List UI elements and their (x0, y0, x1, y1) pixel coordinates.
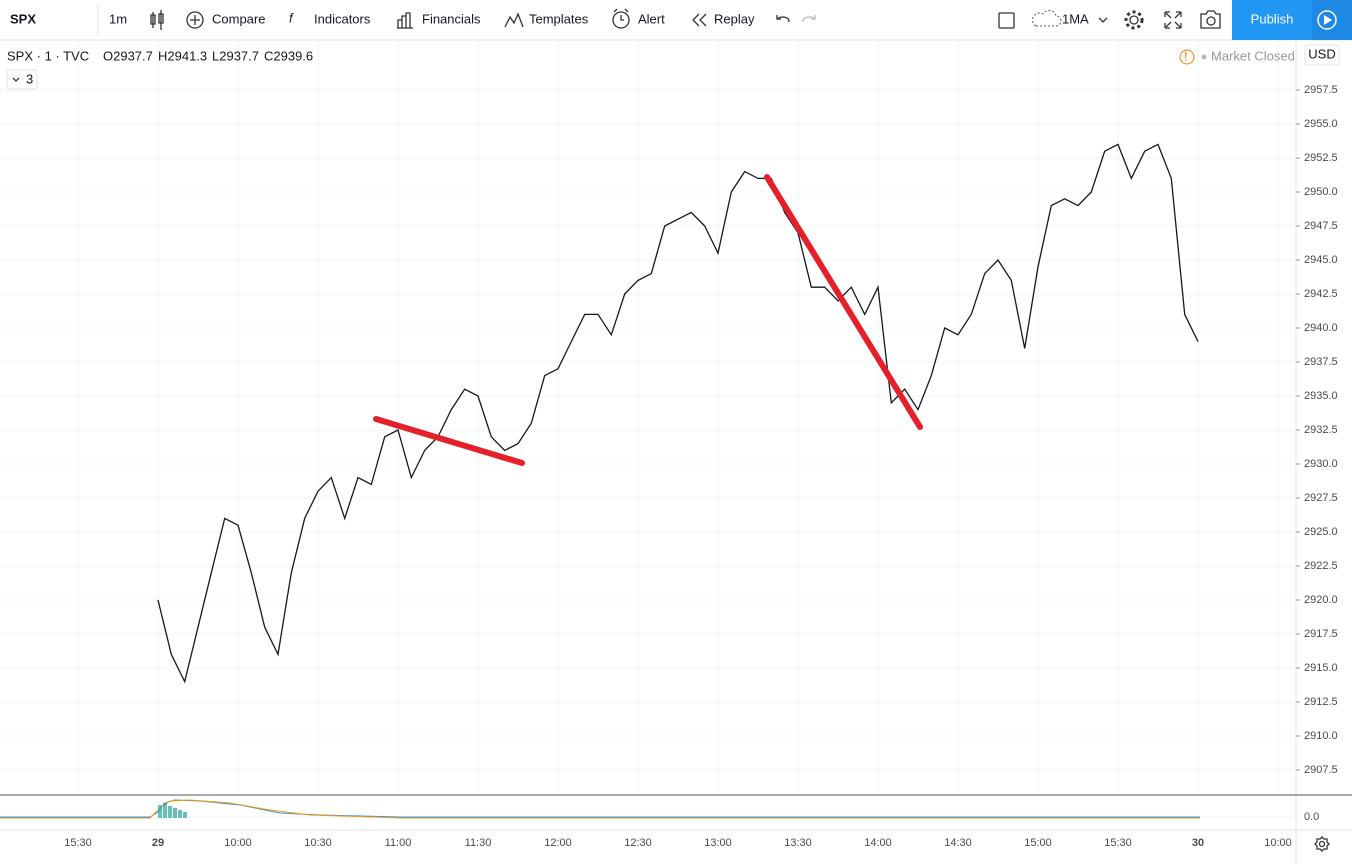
y-tick-label: 2945.0 (1304, 254, 1338, 266)
replay-icon (692, 13, 707, 27)
y-tick-label: 2915.0 (1304, 662, 1338, 674)
plot-layer (157, 143, 1199, 684)
legend-open: O2937.7 (103, 48, 153, 63)
financials-button[interactable]: Financials (422, 11, 481, 26)
y-tick-label: 2922.5 (1304, 560, 1338, 572)
alert-icon (612, 11, 630, 29)
ma-button[interactable]: 1MA (1062, 11, 1089, 26)
compare-icon[interactable] (186, 11, 204, 29)
legend-high: H2941.3 (158, 48, 207, 63)
x-tick-label: 10:00 (224, 837, 252, 849)
y-tick-label: 2907.5 (1304, 764, 1338, 776)
currency-label: USD (1308, 46, 1335, 61)
settings-gear (1124, 10, 1144, 30)
y-tick-label: 2917.5 (1304, 628, 1338, 640)
y-tick-label: 2940.0 (1304, 322, 1338, 334)
legend-symbol: SPX · 1 · TVC (7, 48, 89, 63)
price-line (157, 143, 1199, 684)
y-tick-label: 2937.5 (1304, 356, 1338, 368)
y-tick-label: 2912.5 (1304, 696, 1338, 708)
compare-icon-plus (190, 15, 200, 25)
y-tick-label: 2955.0 (1304, 118, 1338, 130)
y-tick-label: 2910.0 (1304, 730, 1338, 742)
x-tick-label: 30 (1192, 837, 1204, 849)
x-tick-label: 11:00 (385, 837, 412, 849)
market-status: Market Closed (1211, 48, 1295, 63)
x-tick-label: 29 (152, 837, 164, 849)
x-tick-label: 10:00 (1264, 837, 1292, 849)
settings-button[interactable] (1129, 15, 1139, 25)
y-tick-label: 2935.0 (1304, 390, 1338, 402)
x-tick-label: 13:00 (704, 837, 732, 849)
x-tick-label: 12:00 (544, 837, 572, 849)
play-circle (1317, 10, 1337, 30)
toolbar: SPX 1m Compare f Indicators Financials T… (0, 0, 1352, 41)
snapshot-lens (1206, 16, 1216, 26)
y-tick-label: 2930.0 (1304, 458, 1338, 470)
replay-button[interactable]: Replay (714, 11, 755, 26)
legend-close: C2939.6 (264, 48, 313, 63)
financials-icon (397, 12, 413, 29)
trend-line[interactable] (764, 174, 923, 430)
collapsed-count: 3 (26, 71, 33, 86)
publish-label: Publish (1251, 11, 1294, 26)
x-tick-label: 15:30 (1104, 837, 1132, 849)
y-tick-label: 2920.0 (1304, 594, 1338, 606)
y-tick-label: 2927.5 (1304, 492, 1338, 504)
play-triangle (1324, 15, 1332, 25)
currency-badge[interactable] (1304, 44, 1340, 66)
x-tick-label: 15:00 (1024, 837, 1052, 849)
alert-button[interactable]: Alert (638, 11, 665, 26)
axis-settings-button[interactable] (1314, 836, 1330, 852)
templates-icon (504, 12, 524, 28)
indicator-signal (0, 799, 1200, 819)
layout-button[interactable] (998, 12, 1015, 29)
collapse-chevron (12, 77, 20, 82)
snapshot-button[interactable] (1200, 10, 1221, 29)
status-dot (1201, 54, 1207, 60)
y-tick-label: 2950.0 (1304, 186, 1338, 198)
legend: SPX · 1 · TVC O2937.7 H2941.3 L2937.7 C2… (6, 48, 1295, 90)
y-tick-label: 2925.0 (1304, 526, 1338, 538)
x-tick-label: 10:30 (304, 837, 332, 849)
templates-button[interactable]: Templates (529, 11, 589, 26)
publish-button[interactable] (1232, 0, 1312, 40)
indicators-icon: f (289, 10, 294, 25)
undo-button[interactable] (776, 15, 790, 23)
status-icon (1179, 49, 1195, 65)
x-tick-label: 14:30 (944, 837, 972, 849)
x-tick-label: 11:30 (465, 837, 492, 849)
y-tick-label: 2932.5 (1304, 424, 1338, 436)
y-tick-label: 2947.5 (1304, 220, 1338, 232)
indicator-tick-label: 0.0 (1304, 811, 1319, 823)
trend-line[interactable] (373, 416, 525, 466)
x-tick-label: 14:00 (864, 837, 892, 849)
x-tick-label: 13:30 (784, 837, 812, 849)
status-icon-mark: ! (1184, 48, 1188, 63)
y-tick-label: 2952.5 (1304, 152, 1338, 164)
y-tick-label: 2957.5 (1304, 84, 1338, 96)
collapse-button[interactable] (6, 69, 38, 90)
redo-button[interactable] (802, 15, 816, 23)
y-tick-label: 2942.5 (1304, 288, 1338, 300)
fullscreen-button[interactable] (1164, 11, 1182, 29)
x-tick-label: 12:30 (624, 837, 652, 849)
alert-icon-hands (613, 8, 629, 21)
indicators-button[interactable]: Indicators (314, 11, 371, 26)
interval-button[interactable]: 1m (109, 11, 127, 26)
symbol-button[interactable]: SPX (10, 11, 36, 26)
candle-icon[interactable] (150, 10, 164, 30)
compare-button[interactable]: Compare (212, 11, 265, 26)
chevron[interactable] (1098, 17, 1108, 23)
legend-low: L2937.7 (212, 48, 259, 63)
indicator-histogram (158, 803, 187, 818)
x-tick-label: 15:30 (64, 837, 92, 849)
axis-settings-center (1318, 840, 1326, 848)
